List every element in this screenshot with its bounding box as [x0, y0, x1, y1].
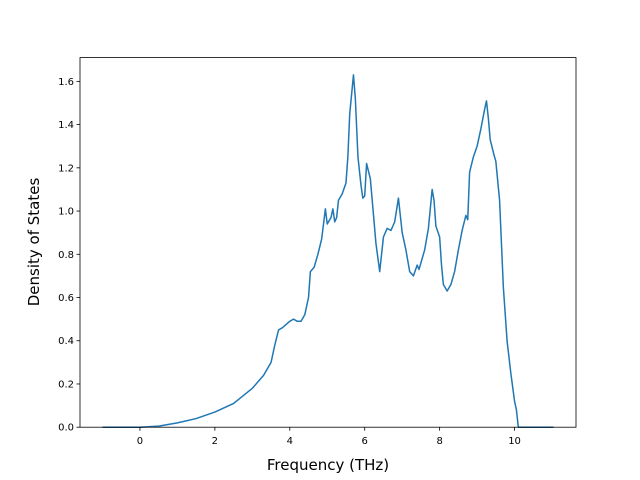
y-tick-label: 0.4 [58, 336, 74, 347]
x-tick-label: 6 [362, 436, 368, 447]
x-axis-label: Frequency (THz) [267, 456, 389, 474]
x-tick-label: 2 [212, 436, 218, 447]
y-tick-label: 1.6 [58, 77, 74, 88]
y-tick-label: 1.0 [58, 207, 74, 218]
y-tick-label: 0.0 [58, 423, 74, 434]
x-tick-label: 10 [508, 436, 521, 447]
y-tick-label: 0.6 [58, 293, 74, 304]
x-tick-label: 4 [287, 436, 293, 447]
y-axis-label: Density of States [25, 178, 43, 307]
data-line [102, 74, 554, 428]
plot-frame [79, 57, 577, 428]
y-tick-label: 1.4 [58, 120, 74, 131]
x-tick-label: 0 [137, 436, 143, 447]
y-tick-label: 0.8 [58, 250, 74, 261]
x-tick-label: 8 [436, 436, 442, 447]
y-tick-label: 0.2 [58, 379, 74, 390]
y-tick-label: 1.2 [58, 163, 74, 174]
